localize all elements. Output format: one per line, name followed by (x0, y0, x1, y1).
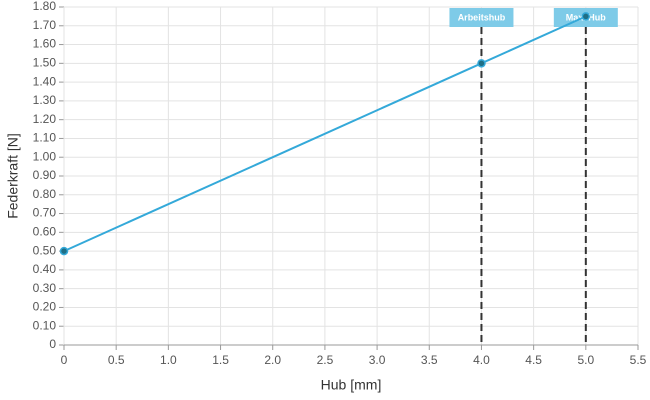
y-tick-label: 0.90 (33, 168, 57, 182)
x-tick-label: 0 (61, 353, 68, 367)
data-point (59, 246, 69, 256)
x-axis-label: Hub [mm] (321, 377, 382, 393)
data-point (581, 12, 591, 21)
y-tick-label: 0.40 (33, 262, 57, 276)
y-tick-label: 0.30 (33, 281, 57, 295)
x-tick-label: 1.0 (160, 353, 177, 367)
y-tick-label: 0 (49, 337, 56, 351)
y-tick-label: 1.10 (33, 131, 57, 145)
x-tick-label: 5.5 (630, 353, 647, 367)
y-tick-label: 1.20 (33, 112, 57, 126)
y-tick-label: 1.40 (33, 74, 57, 88)
y-tick-label: 0.80 (33, 187, 57, 201)
y-tick-label: 1.70 (33, 18, 57, 32)
data-point (477, 59, 486, 68)
y-tick-label: 1.50 (33, 56, 57, 70)
y-axis-label: Federkraft [N] (5, 133, 21, 219)
y-tick-label: 0.10 (33, 318, 57, 332)
x-tick-label: 4.5 (525, 353, 542, 367)
y-tick-label: 0.60 (33, 225, 57, 239)
x-tick-label: 5.0 (577, 353, 594, 367)
y-tick-label: 1.60 (33, 37, 57, 51)
x-tick-label: 0.5 (108, 353, 125, 367)
x-tick-label: 2.5 (317, 353, 334, 367)
y-tick-label: 0.50 (33, 243, 57, 257)
x-tick-label: 1.5 (212, 353, 229, 367)
x-tick-label: 3.5 (421, 353, 438, 367)
y-tick-label: 1.80 (33, 0, 57, 13)
y-tick-label: 1.30 (33, 93, 57, 107)
x-tick-label: 2.0 (264, 353, 281, 367)
y-tick-label: 0.70 (33, 206, 57, 220)
annotation-box (449, 8, 514, 27)
x-tick-label: 4.0 (473, 353, 490, 367)
annotation-label: Arbeitshub (458, 12, 506, 22)
x-tick-label: 3.0 (369, 353, 386, 367)
y-tick-label: 1.00 (33, 149, 57, 163)
y-tick-label: 0.20 (33, 300, 57, 314)
